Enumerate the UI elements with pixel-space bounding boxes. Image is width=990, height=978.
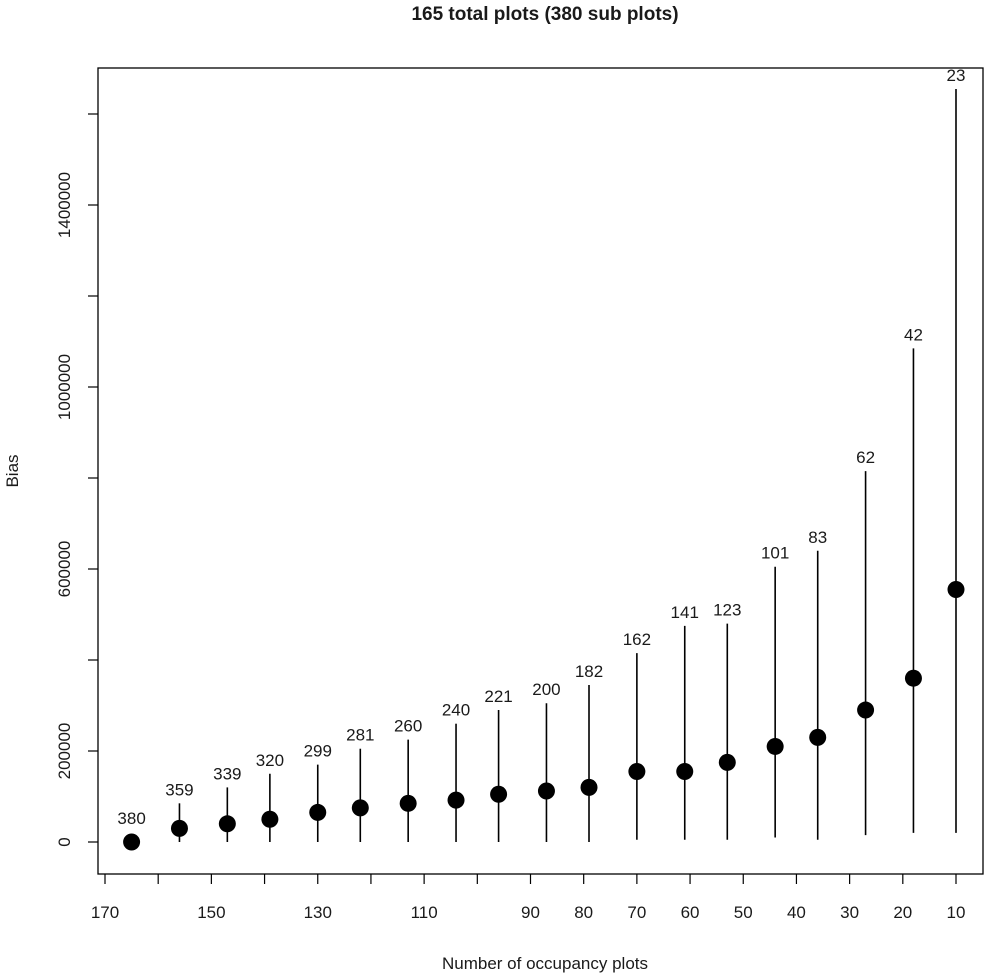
data-point (676, 762, 694, 780)
data-point (580, 778, 598, 796)
data-label: 62 (856, 448, 875, 467)
data-point (309, 803, 327, 821)
data-label: 23 (947, 66, 966, 85)
data-label: 281 (346, 726, 374, 745)
data-point (947, 580, 965, 598)
x-tick-label: 10 (947, 903, 966, 922)
x-tick-label: 80 (574, 903, 593, 922)
x-tick-label: 20 (893, 903, 912, 922)
y-tick-label: 1400000 (55, 172, 74, 238)
x-tick-label: 70 (627, 903, 646, 922)
x-tick-label: 110 (411, 903, 438, 922)
data-point (904, 669, 922, 687)
x-tick-label: 30 (840, 903, 859, 922)
data-label: 42 (904, 325, 923, 344)
x-axis-label: Number of occupancy plots (442, 954, 648, 973)
x-tick-label: 40 (787, 903, 806, 922)
data-point (447, 791, 465, 809)
y-axis-label: Bias (3, 454, 22, 487)
data-point (351, 799, 369, 817)
data-marks: 380 359 339 320 299 281 260 240 221 200 182 162 141 1… (117, 66, 965, 851)
y-tick-label: 1000000 (55, 354, 74, 420)
data-label: 83 (808, 528, 827, 547)
data-label: 221 (484, 687, 512, 706)
y-tick-label: 0 (55, 837, 74, 846)
data-label: 200 (532, 680, 560, 699)
data-label: 260 (394, 717, 422, 736)
data-point (218, 815, 236, 833)
data-point (718, 753, 736, 771)
data-point (490, 785, 508, 803)
data-point (766, 737, 784, 755)
data-point (170, 819, 188, 837)
data-label: 123 (713, 601, 741, 620)
data-label: 320 (256, 751, 284, 770)
chart-title: 165 total plots (380 sub plots) (411, 4, 678, 25)
data-point (123, 833, 141, 851)
data-point (628, 762, 646, 780)
data-label: 162 (623, 630, 651, 649)
y-tick-label: 600000 (55, 541, 74, 598)
x-tick-label: 150 (197, 903, 225, 922)
x-tick-label: 170 (91, 903, 119, 922)
data-point (399, 794, 417, 812)
data-label: 339 (213, 764, 241, 783)
plot-frame (97, 67, 984, 875)
data-point (537, 782, 555, 800)
x-tick-label: 130 (304, 903, 332, 922)
data-label: 101 (761, 544, 789, 563)
data-label: 299 (304, 742, 332, 761)
x-tick-label: 50 (734, 903, 753, 922)
data-label: 182 (575, 662, 603, 681)
data-point (857, 701, 875, 719)
data-label: 380 (117, 809, 145, 828)
axes: 170 150 130 110 90 80 70 60 50 40 30 20 10 0 200000 600… (55, 113, 966, 922)
x-tick-label: 60 (681, 903, 700, 922)
data-label: 359 (165, 780, 193, 799)
x-tick-label: 90 (521, 903, 540, 922)
y-tick-label: 200000 (55, 723, 74, 780)
data-point (261, 810, 279, 828)
data-point (809, 728, 827, 746)
data-label: 240 (442, 701, 470, 720)
data-label: 141 (671, 603, 699, 622)
